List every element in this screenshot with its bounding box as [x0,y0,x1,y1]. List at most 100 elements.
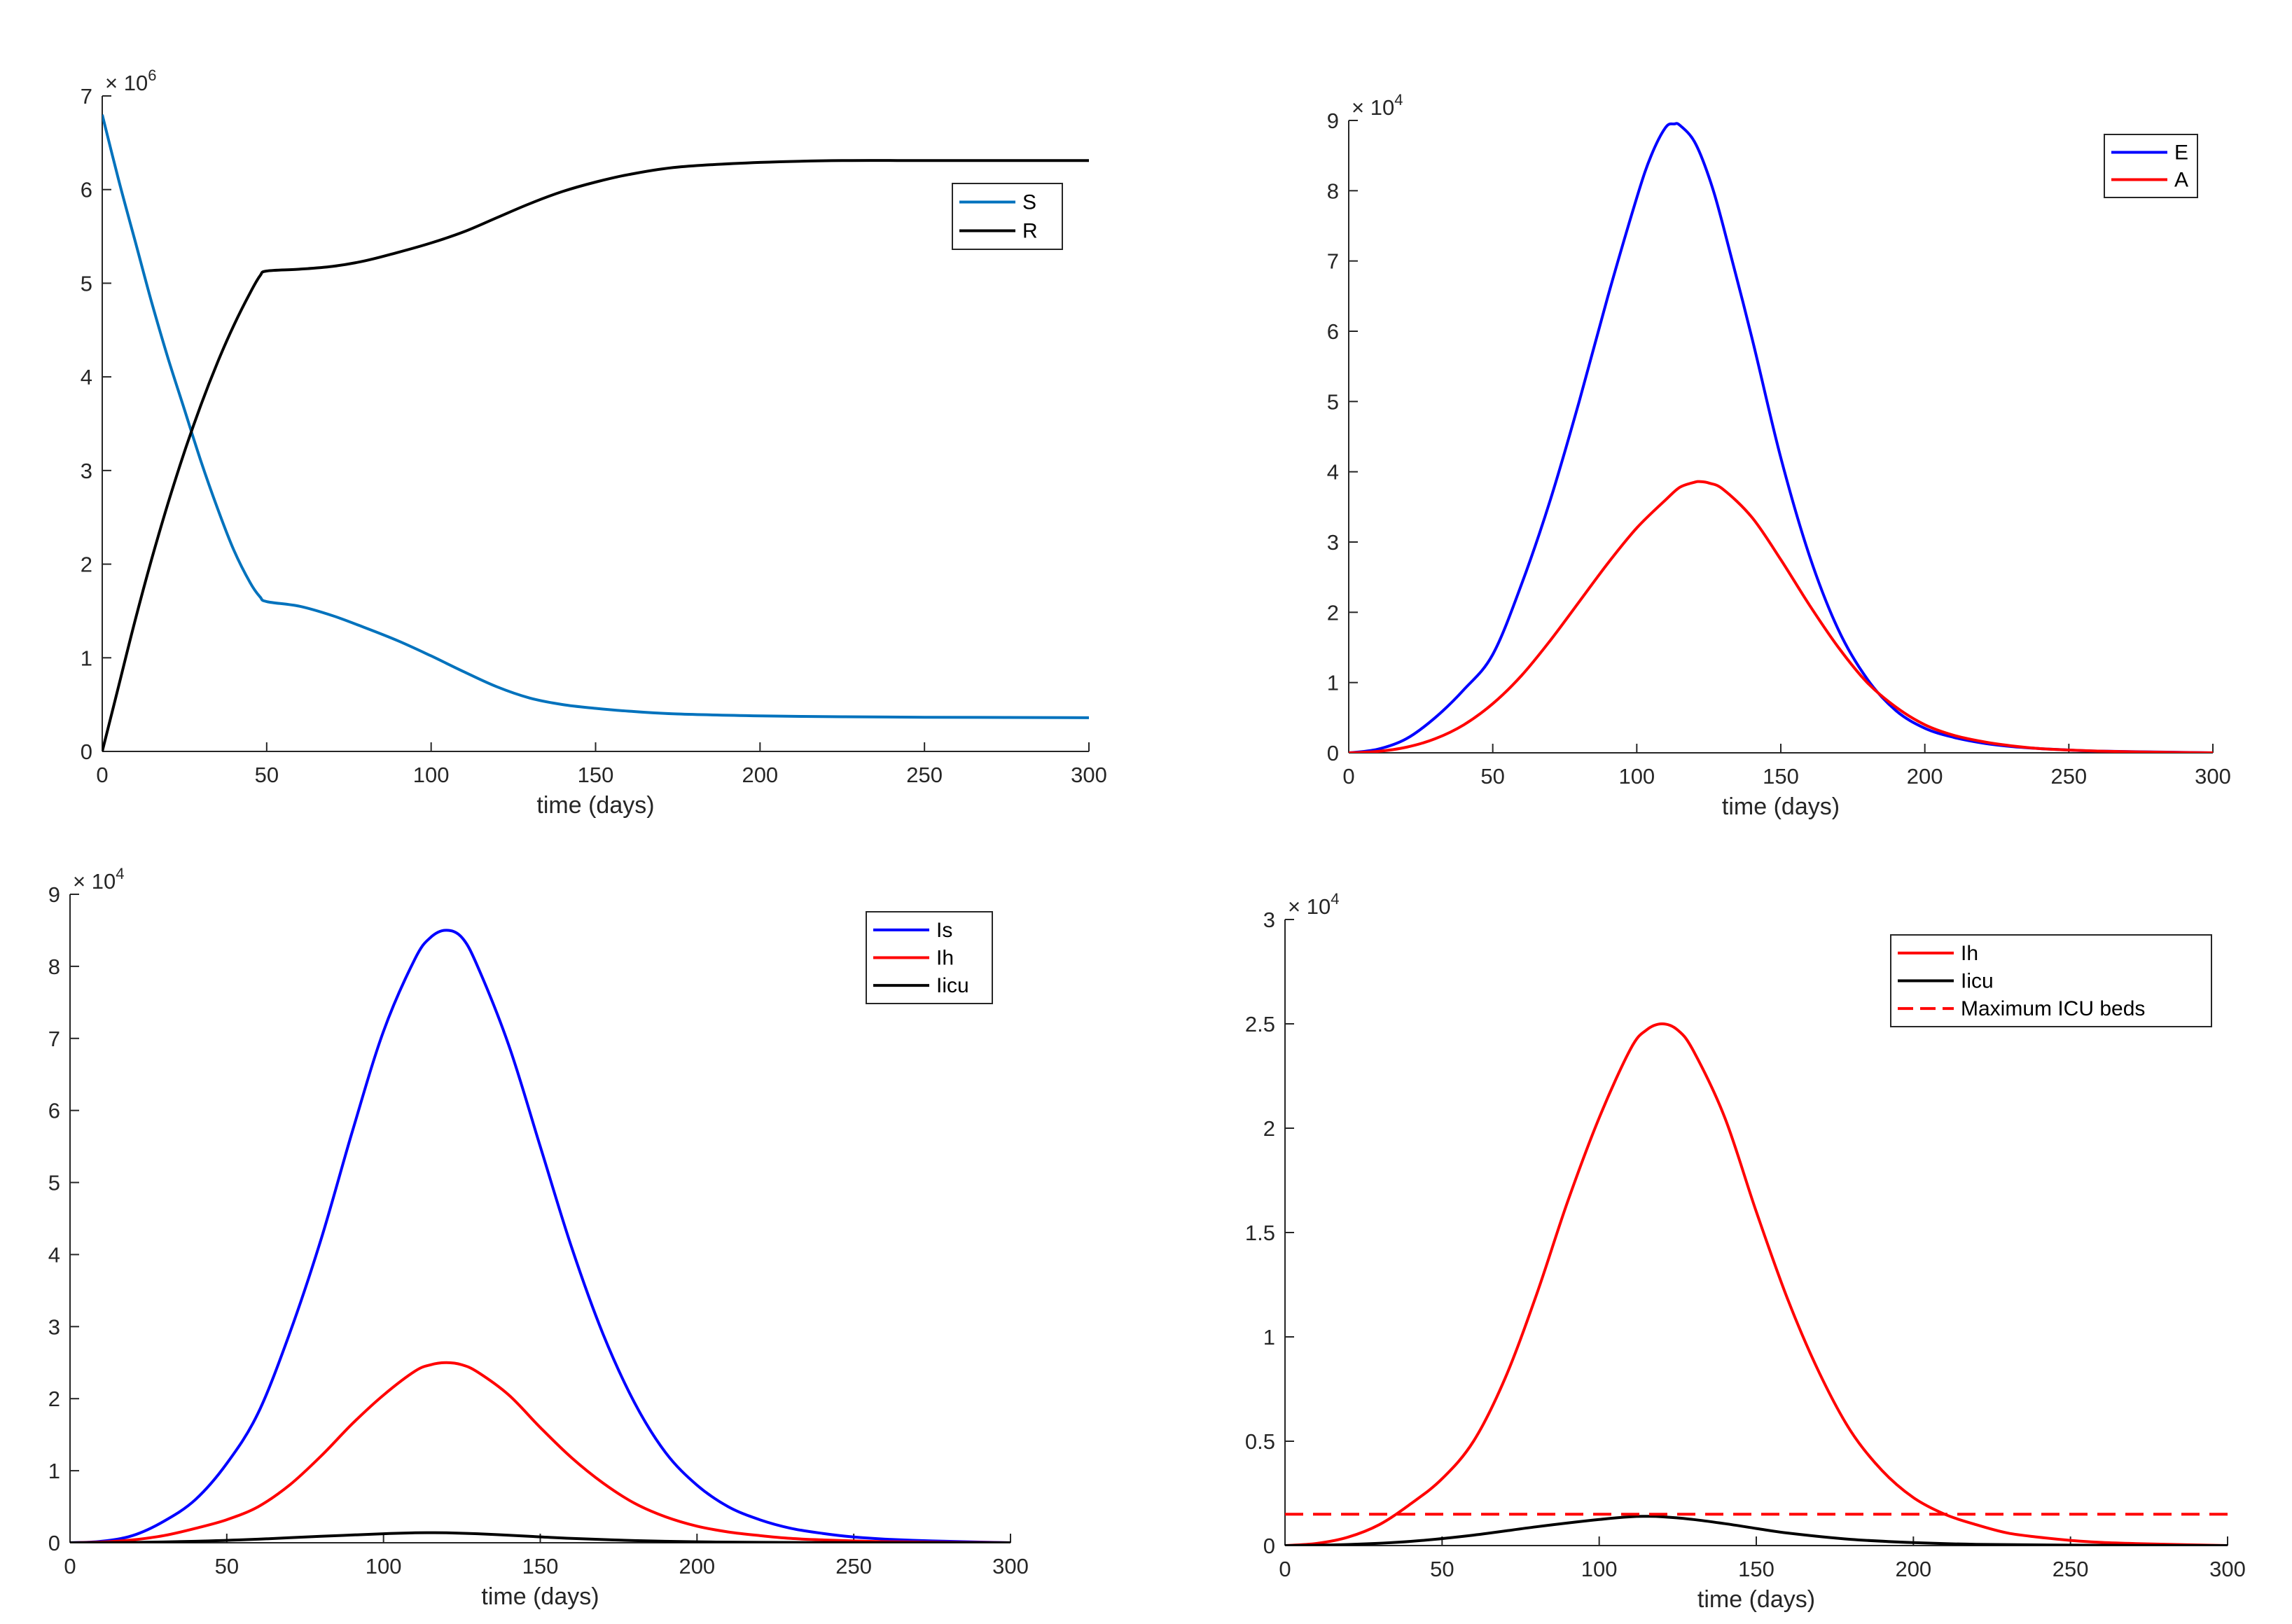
y-tick-label: 7 [81,84,92,109]
series-line-a [1349,480,2213,753]
legend-box [2104,134,2198,198]
y-tick-label: 4 [81,365,92,389]
y-tick-label: 3 [1263,908,1275,932]
panel-s-r: 0 50 100 150 200 250 300 0 1 2 3 4 5 6 7 × 106 time (day… [81,67,1107,819]
legend: SR [952,183,1063,250]
y-tick-label: 9 [1327,109,1339,133]
x-axis-label: time (days) [1697,1586,1815,1613]
x-tick-label: 200 [742,763,778,787]
y-tick-label: 0.5 [1245,1429,1275,1454]
y-tick-label: 6 [81,178,92,202]
legend-entry: Ih [936,947,954,970]
y-tick-label: 0 [1263,1534,1275,1558]
legend-entry: Iicu [936,974,969,997]
y-tick-label: 6 [1327,319,1339,344]
legend: EA [2104,134,2198,198]
y-tick-label: 3 [48,1314,60,1339]
x-tick-label: 300 [1071,763,1107,787]
panel-ih-iicu-beds: 0 50 100 150 200 250 300 0 0.5 1 1.5 2 2.5 3 × 104 time… [1245,890,2246,1613]
y-exponent-label: × 104 [1352,91,1403,120]
panel-is-ih-iicu: 0 50 100 150 200 250 300 0 1 2 3 4 5 6 7 8 9 × 104 time (d… [48,865,1029,1610]
y-tick-label: 4 [48,1242,60,1267]
y-tick-label: 8 [48,955,60,979]
series-line-e [1349,122,2213,753]
legend-entry: Maximum ICU beds [1961,997,2145,1020]
legend-entry: E [2174,141,2188,165]
y-tick-label: 1 [81,646,92,670]
x-tick-label: 200 [679,1554,715,1578]
legend-box [952,183,1063,250]
x-tick-label: 150 [522,1554,559,1578]
y-tick-label: 0 [48,1531,60,1555]
x-tick-label: 100 [1618,764,1655,789]
x-tick-label: 250 [835,1554,872,1578]
y-tick-label: 1 [1327,671,1339,695]
legend-entry: R [1022,220,1038,243]
y-tick-label: 0 [1327,741,1339,765]
y-tick-label: 5 [48,1171,60,1195]
y-tick-label: 3 [1327,530,1339,555]
x-tick-label: 250 [906,763,943,787]
series-line-iicu [1285,1515,2228,1546]
series-line-is [70,929,1010,1543]
y-tick-label: 8 [1327,179,1339,203]
x-tick-label: 300 [992,1554,1029,1578]
y-tick-label: 2 [1263,1116,1275,1141]
x-tick-label: 100 [413,763,450,787]
series-line-r [102,159,1089,751]
y-tick-label: 2 [1327,600,1339,625]
legend: Is Ih Iicu [866,911,993,1004]
legend: Ih Iicu Maximum ICU beds [1890,934,2212,1027]
y-exponent-label: × 104 [73,865,124,894]
series-line-s [102,114,1089,719]
x-tick-label: 50 [215,1554,239,1578]
panel-e-a: 0 50 100 150 200 250 300 0 1 2 3 4 5 6 7 8 9 × 104 time (d… [1327,91,2231,820]
x-tick-label: 0 [1342,764,1354,789]
y-tick-label: 7 [48,1027,60,1051]
legend-entry: S [1022,191,1036,214]
legend-entry: Iicu [1961,970,1994,993]
y-tick-label: 2 [81,553,92,577]
x-tick-label: 200 [1895,1557,1931,1581]
legend-entry: Is [936,919,952,942]
y-tick-label: 1 [48,1459,60,1483]
series-line-iicu [70,1531,1010,1543]
x-tick-label: 250 [2050,764,2087,789]
y-tick-label: 3 [81,459,92,483]
y-tick-label: 2 [48,1387,60,1411]
x-tick-label: 0 [1279,1557,1291,1581]
x-tick-label: 300 [2209,1557,2246,1581]
y-tick-label: 6 [48,1099,60,1123]
x-tick-label: 50 [1430,1557,1454,1581]
legend-entry: Ih [1961,942,1978,965]
y-tick-label: 9 [48,882,60,907]
x-tick-label: 250 [2053,1557,2089,1581]
x-tick-label: 300 [2195,764,2231,789]
series-line-ih [1285,1022,2228,1546]
y-tick-label: 0 [81,740,92,764]
y-exponent-label: × 106 [105,67,156,95]
y-tick-label: 7 [1327,249,1339,274]
x-axis-label: time (days) [536,792,654,819]
x-tick-label: 150 [578,763,614,787]
x-tick-label: 100 [366,1554,402,1578]
x-tick-label: 0 [64,1554,76,1578]
x-tick-label: 50 [255,763,279,787]
y-tick-label: 5 [1327,389,1339,414]
y-tick-label: 2.5 [1245,1012,1275,1036]
y-tick-label: 4 [1327,460,1339,485]
x-axis-label: time (days) [1722,793,1840,820]
x-axis-label: time (days) [481,1583,599,1610]
series-line-ih [70,1361,1010,1543]
y-tick-label: 1 [1263,1325,1275,1349]
x-tick-label: 200 [1907,764,1943,789]
x-tick-label: 150 [1763,764,1799,789]
x-tick-label: 50 [1480,764,1504,789]
legend-entry: A [2174,169,2188,192]
x-tick-label: 0 [96,763,108,787]
y-tick-label: 1.5 [1245,1221,1275,1245]
x-tick-label: 150 [1738,1557,1774,1581]
y-tick-label: 5 [81,271,92,296]
x-tick-label: 100 [1581,1557,1618,1581]
